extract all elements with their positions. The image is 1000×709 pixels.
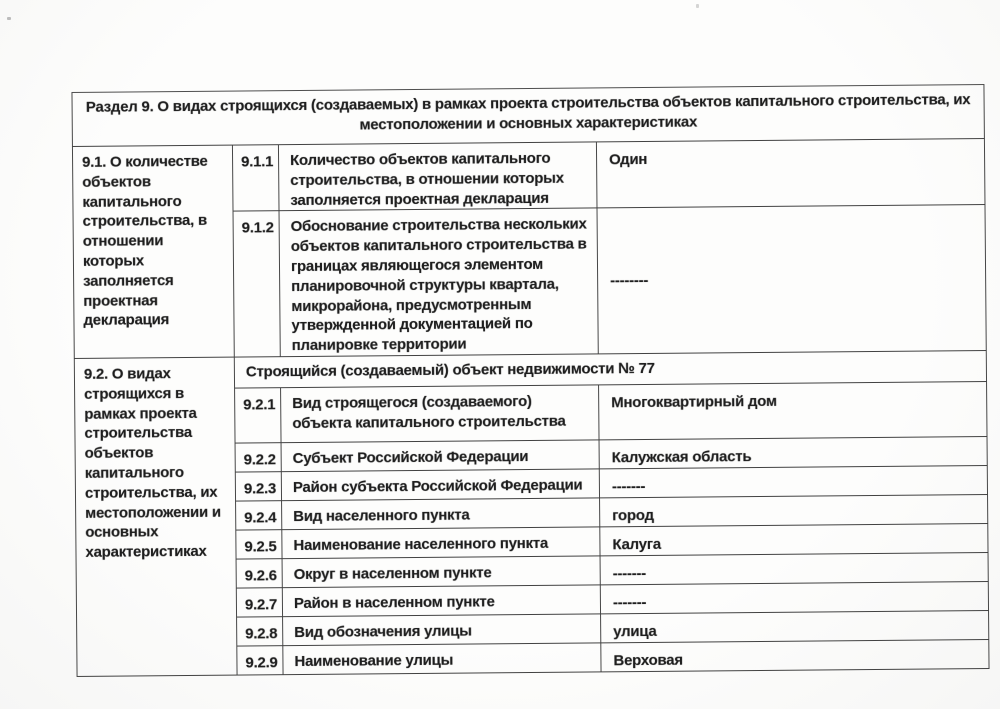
row-value: Калуга <box>599 523 989 556</box>
row-value-placeholder: -------- <box>597 204 987 354</box>
scan-speck <box>7 17 11 20</box>
declaration-sheet: Раздел 9. О видах строящихся (создаваемы… <box>71 84 990 677</box>
table-row-header: Раздел 9. О видах строящихся (создаваемы… <box>71 84 985 147</box>
row-label: Район субъекта Российской Федерации <box>281 468 600 501</box>
row-label: Наименование улицы <box>282 642 602 675</box>
row-label: Обоснование строительства нескольких объ… <box>279 208 599 357</box>
row-value-placeholder: ------- <box>600 552 989 585</box>
row-value: Многоквартирный дом <box>598 381 988 440</box>
row-code: 9.2.9 <box>236 645 284 675</box>
row-code: 9.2.2 <box>235 442 282 473</box>
row-code: 9.2.4 <box>235 500 282 531</box>
row-label: Вид строящегося (создаваемого) объекта к… <box>280 384 600 443</box>
row-code: 9.2.7 <box>236 587 283 618</box>
row-code: 9.2.1 <box>234 387 282 444</box>
row-label: Наименование населенного пункта <box>281 526 601 559</box>
row-label: Район в населенном пункте <box>282 584 601 617</box>
row-label: Округ в населенном пункте <box>282 555 601 588</box>
row-code: 9.2.5 <box>235 529 283 560</box>
scan-speck <box>696 4 699 8</box>
row-value: Калужская область <box>599 436 988 469</box>
row-code: 9.1.1 <box>232 144 280 212</box>
table-row-9-1-1: 9.1. О количестве объектов капитального … <box>72 138 986 359</box>
row-value: Верховая <box>600 639 990 672</box>
section-title: Раздел 9. О видах строящихся (создаваемы… <box>71 84 985 147</box>
group-9-1-label: 9.1. О количестве объектов капитального … <box>72 145 235 359</box>
row-value-placeholder: ------- <box>600 581 989 614</box>
row-code: 9.1.2 <box>233 211 281 358</box>
row-code: 9.2.8 <box>236 616 283 647</box>
row-value: Один <box>596 138 986 209</box>
row-label: Количество объектов капитального строите… <box>278 141 598 212</box>
row-value-placeholder: ------- <box>599 465 988 498</box>
row-label: Субъект Российской Федерации <box>281 439 600 472</box>
row-value: город <box>599 494 988 527</box>
group-9-2-label: 9.2. О видах строящихся в рамках проекта… <box>74 357 238 677</box>
row-label: Вид населенного пункта <box>281 497 600 530</box>
row-code: 9.2.3 <box>235 471 282 502</box>
row-code: 9.2.6 <box>236 558 283 589</box>
declaration-table: Раздел 9. О видах строящихся (создаваемы… <box>71 84 990 677</box>
row-label: Вид обозначения улицы <box>282 613 601 646</box>
row-value: улица <box>600 610 989 643</box>
